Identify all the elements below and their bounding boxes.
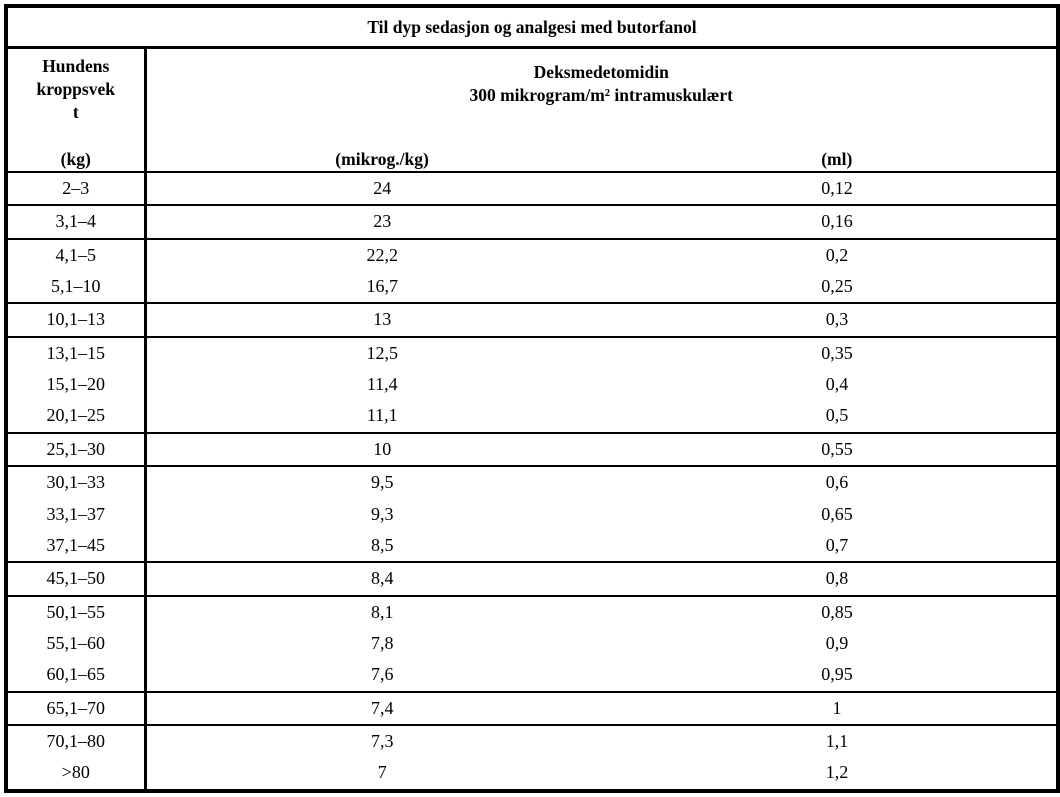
dose-cell: 7,3 <box>371 731 394 751</box>
weight-cell: 15,1–20 <box>6 369 147 401</box>
volume-cell: 0,8 <box>618 562 1058 597</box>
dose-cell: 8,4 <box>145 562 618 597</box>
drug-name: Deksmedetomidin <box>533 62 669 82</box>
dose-cell: 13 <box>145 303 618 338</box>
dose-cell: 9,5 <box>371 472 394 493</box>
table-header-row: Hundens kroppsvek t (kg) Deksmedetomidin… <box>6 47 1058 173</box>
weight-cell: 30,1–33 <box>6 466 147 499</box>
volume-cell: 0,5 <box>618 400 1058 434</box>
volume-unit-label: (ml) <box>821 149 853 170</box>
volume-cell: 0,3 <box>618 303 1058 338</box>
table-row: 45,1–50 8,4 0,8 <box>6 562 1058 597</box>
volume-cell: 0,7 <box>618 529 1058 564</box>
weight-header-content: Hundens kroppsvek t (kg) <box>8 49 144 171</box>
drug-header-content: Deksmedetomidin 300 mikrogram/m² intramu… <box>147 49 1057 171</box>
dosing-table: Til dyp sedasjon og analgesi med butorfa… <box>4 4 1060 793</box>
table-row: 65,1–70 7,4 1 <box>6 691 1058 727</box>
volume-cell: 0,4 <box>825 374 849 395</box>
dose-cell: 23 <box>145 205 618 240</box>
weight-cell: 4,1–5 <box>6 238 147 272</box>
weight-cell: 25,1–30 <box>6 432 147 468</box>
weight-column-header: Hundens kroppsvek t (kg) <box>6 47 147 173</box>
table-row: 2–3 24 0,12 <box>6 172 1058 207</box>
weight-cell: 50,1–55 <box>6 595 147 628</box>
weight-cell: 3,1–4 <box>6 205 147 240</box>
dose-cell: 9,3 <box>371 503 394 524</box>
volume-cell: 0,2 <box>825 244 849 265</box>
table-row: 13,1–15 12,5 0,35 <box>6 336 1058 370</box>
table-title-row: Til dyp sedasjon og analgesi med butorfa… <box>6 6 1058 49</box>
dose-cell: 11,1 <box>145 400 618 434</box>
weight-label-line: t <box>72 101 79 122</box>
weight-cell: 33,1–37 <box>6 498 147 530</box>
weight-cell: 20,1–25 <box>6 400 147 434</box>
dose-cell: 10 <box>145 432 618 468</box>
weight-cell: 45,1–50 <box>6 562 147 597</box>
dose-cell: 7,8 <box>371 632 394 653</box>
table-row: 4,1–5 22,2 0,2 <box>6 238 1058 272</box>
volume-cell: 0,85 <box>821 601 853 622</box>
weight-cell: 55,1–60 <box>6 627 147 660</box>
weight-cell: 2–3 <box>6 172 147 207</box>
table-row: 33,1–37 9,3 0,65 <box>6 498 1058 530</box>
dose-cell: 16,7 <box>145 271 618 305</box>
weight-cell: 37,1–45 <box>6 529 147 564</box>
dose-cell: 7 <box>377 762 387 783</box>
drug-column-header: Deksmedetomidin 300 mikrogram/m² intramu… <box>145 47 1058 173</box>
dose-cell: 11,4 <box>366 374 398 395</box>
table-body: 2–3 24 0,12 3,1–4 23 0,16 4,1–5 22,2 0,2 5,1–10 16… <box>6 172 1058 791</box>
table-row: 30,1–33 9,5 0,6 <box>6 466 1058 499</box>
weight-cell: 60,1–65 <box>6 659 147 693</box>
weight-cell: 5,1–10 <box>6 271 147 305</box>
table-row: 60,1–65 7,6 0,95 <box>6 659 1058 693</box>
weight-cell: 10,1–13 <box>6 303 147 338</box>
volume-cell: 0,9 <box>825 632 849 653</box>
volume-cell: 1,2 <box>825 762 849 783</box>
weight-cell: 70,1–80 <box>6 725 147 758</box>
dose-unit-label: (mikrog./kg) <box>335 149 429 170</box>
weight-unit-label: (kg) <box>60 149 91 170</box>
table-row: 3,1–4 23 0,16 <box>6 205 1058 240</box>
table-row: 25,1–30 10 0,55 <box>6 432 1058 468</box>
table-row: 5,1–10 16,7 0,25 <box>6 271 1058 305</box>
volume-cell: 0,55 <box>618 432 1058 468</box>
table-row: 70,1–80 7,3 1,1 <box>6 725 1058 758</box>
volume-cell: 0,35 <box>821 342 853 363</box>
volume-cell: 0,95 <box>618 659 1058 693</box>
volume-cell: 0,6 <box>825 472 849 493</box>
table-row: >80 7 1,2 <box>6 757 1058 791</box>
table-row: 15,1–20 11,4 0,4 <box>6 369 1058 401</box>
drug-title-block: Deksmedetomidin 300 mikrogram/m² intramu… <box>147 61 1057 107</box>
table-title: Til dyp sedasjon og analgesi med butorfa… <box>6 6 1058 49</box>
table-row: 10,1–13 13 0,3 <box>6 303 1058 338</box>
volume-cell: 0,12 <box>618 172 1058 207</box>
volume-cell: 0,25 <box>618 271 1058 305</box>
weight-label-line: Hundens <box>42 56 110 76</box>
table-row: 20,1–25 11,1 0,5 <box>6 400 1058 434</box>
volume-cell: 0,65 <box>821 503 853 524</box>
table-row: 55,1–60 7,8 0,9 <box>6 627 1058 660</box>
dose-cell: 8,1 <box>371 601 394 622</box>
drug-dose-route: 300 mikrogram/m² intramuskulært <box>469 84 734 105</box>
weight-header-label: Hundens kroppsvek t <box>8 55 144 123</box>
dose-cell: 22,2 <box>366 244 399 265</box>
table-row: 50,1–55 8,1 0,85 <box>6 595 1058 628</box>
dose-cell: 12,5 <box>366 342 399 363</box>
volume-cell: 0,16 <box>618 205 1058 240</box>
units-row: (mikrog./kg) (ml) <box>147 148 1057 171</box>
table-row: 37,1–45 8,5 0,7 <box>6 529 1058 564</box>
weight-cell: >80 <box>6 757 147 791</box>
dose-cell: 7,4 <box>145 691 618 727</box>
weight-cell: 65,1–70 <box>6 691 147 727</box>
dose-cell: 7,6 <box>145 659 618 693</box>
weight-cell: 13,1–15 <box>6 336 147 370</box>
volume-cell: 1 <box>618 691 1058 727</box>
dose-cell: 24 <box>145 172 618 207</box>
weight-label-line: kroppsvek <box>36 78 115 99</box>
volume-cell: 1,1 <box>825 731 849 751</box>
dose-cell: 8,5 <box>145 529 618 564</box>
